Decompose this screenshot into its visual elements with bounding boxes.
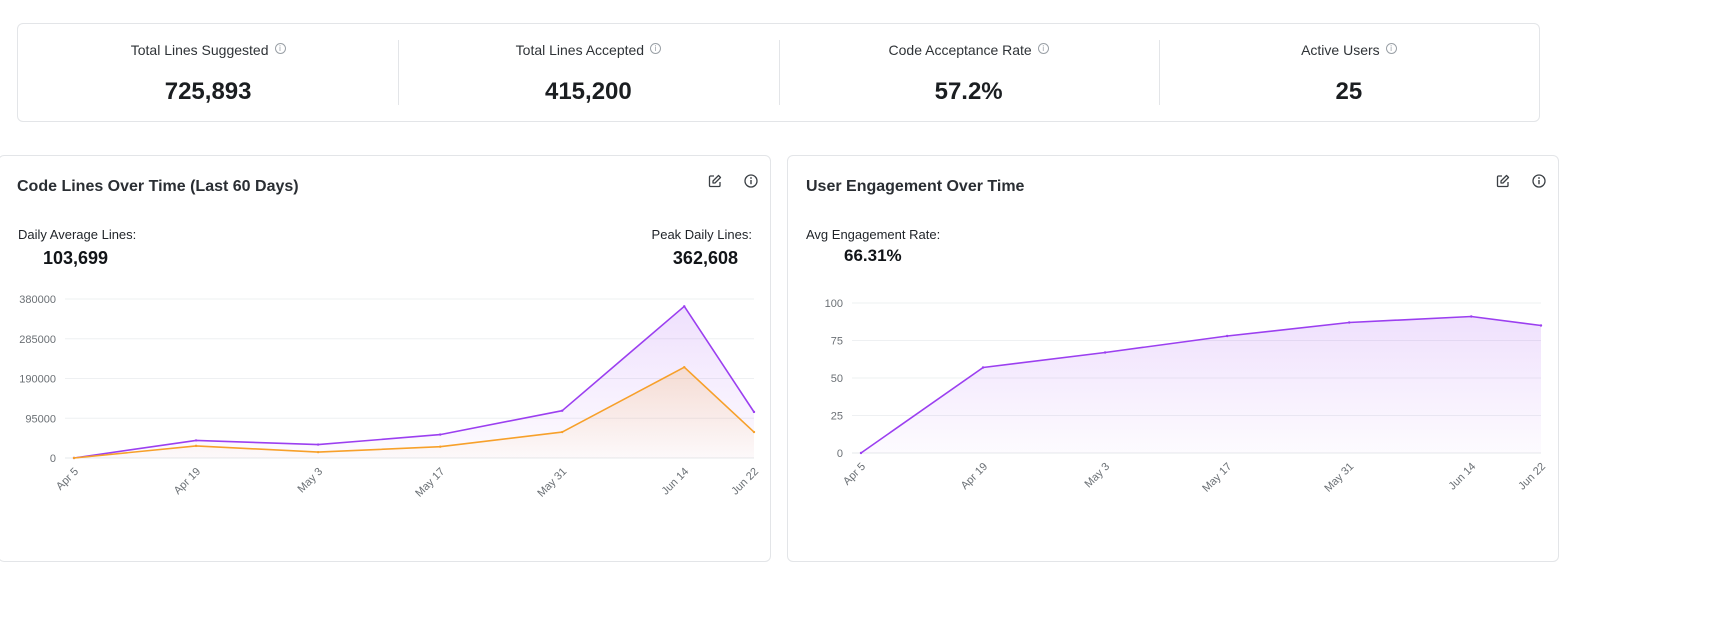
edit-icon[interactable] (1494, 172, 1512, 190)
card-actions (706, 172, 760, 190)
data-point (561, 430, 564, 434)
stat-active-users: Active Users i 25 (1158, 24, 1539, 121)
x-tick-label: Jun 14 (1447, 461, 1479, 493)
stat-value: 57.2% (934, 78, 1003, 105)
x-tick-label: Jun 22 (1516, 461, 1548, 493)
y-tick-label: 0 (837, 448, 843, 460)
card-title: Code Lines Over Time (Last 60 Days) (17, 178, 299, 195)
edit-icon[interactable] (706, 172, 724, 190)
data-point (1470, 315, 1473, 318)
data-point (683, 366, 686, 369)
code-lines-card: Code Lines Over Time (Last 60 Days) Dail… (0, 155, 771, 562)
data-point (1348, 321, 1351, 324)
x-tick-label: May 3 (1083, 461, 1113, 491)
stat-total-lines-accepted: Total Lines Accepted i 415,200 (398, 24, 778, 121)
data-point (752, 430, 756, 434)
x-tick-label: Apr 5 (54, 466, 81, 493)
x-tick-label: Jun 22 (729, 466, 761, 498)
y-tick-label: 50 (831, 373, 843, 385)
info-icon[interactable] (1530, 172, 1548, 190)
y-tick-label: 75 (831, 336, 843, 348)
y-tick-label: 100 (825, 298, 843, 310)
daily-average-label: Daily Average Lines: (18, 227, 137, 242)
user-engagement-card: User Engagement Over Time Avg Engagement… (787, 155, 1559, 562)
y-tick-label: 25 (831, 411, 843, 423)
stat-label: Total Lines Accepted i (398, 42, 778, 58)
x-tick-label: May 3 (296, 466, 326, 496)
stat-total-lines-suggested: Total Lines Suggested i 725,893 (18, 24, 398, 121)
stats-summary: Total Lines Suggested i 725,893 Total Lin… (17, 23, 1540, 122)
data-point (72, 456, 76, 460)
avg-engagement-value: 66.31% (844, 246, 902, 265)
data-point (1539, 324, 1543, 327)
data-point (438, 433, 442, 436)
series-area-0 (861, 316, 1541, 453)
x-tick-label: May 17 (413, 466, 447, 500)
info-icon[interactable]: i (274, 43, 286, 54)
code-lines-chart: 0 95000 190000 285000 380000 Apr 5 Apr 19 May 3… (19, 294, 761, 500)
data-point (1225, 334, 1229, 338)
info-icon[interactable]: i (650, 43, 662, 54)
data-point (194, 444, 198, 448)
data-point (194, 439, 198, 442)
x-tick-label: May 31 (1322, 461, 1356, 495)
stat-label: Total Lines Suggested i (18, 42, 398, 58)
peak-daily-label: Peak Daily Lines: (651, 227, 752, 242)
daily-average-value: 103,699 (43, 248, 109, 268)
stat-value: 725,893 (164, 78, 252, 105)
info-icon[interactable] (742, 172, 760, 190)
stat-code-acceptance-rate: Code Acceptance Rate i 57.2% (778, 24, 1159, 121)
user-engagement-chart: 0 25 50 75 100 Apr 5 Apr 19 May 3 May 17 May 31 Ju… (825, 298, 1548, 495)
avg-engagement-label: Avg Engagement Rate: (806, 227, 941, 242)
info-icon[interactable]: i (1037, 43, 1049, 54)
y-tick-label: 0 (50, 453, 56, 465)
series-area-1 (74, 367, 754, 458)
y-tick-label: 95000 (25, 413, 56, 425)
data-point (1103, 351, 1107, 354)
stat-value: 25 (1335, 78, 1363, 105)
y-tick-label: 285000 (19, 334, 56, 346)
data-point (859, 451, 863, 455)
card-title: User Engagement Over Time (806, 178, 1025, 195)
stat-value: 415,200 (544, 78, 632, 105)
peak-daily-value: 362,608 (672, 248, 738, 268)
data-point (981, 366, 985, 369)
x-tick-label: May 17 (1200, 461, 1234, 495)
x-tick-label: May 31 (535, 466, 569, 500)
data-point (316, 443, 320, 446)
x-tick-label: Apr 19 (172, 466, 203, 497)
data-point (316, 450, 320, 454)
stat-label: Code Acceptance Rate i (779, 42, 1159, 58)
data-point (561, 409, 564, 412)
x-tick-label: Apr 19 (959, 461, 990, 492)
stat-label: Active Users i (1159, 42, 1539, 58)
data-point (752, 410, 756, 414)
card-actions (1494, 172, 1548, 190)
y-tick-label: 380000 (19, 294, 56, 306)
data-point (683, 305, 686, 308)
x-tick-label: Jun 14 (660, 466, 692, 498)
info-icon[interactable]: i (1385, 43, 1397, 54)
x-tick-label: Apr 5 (841, 461, 868, 488)
y-tick-label: 190000 (19, 374, 56, 386)
data-point (438, 445, 442, 448)
